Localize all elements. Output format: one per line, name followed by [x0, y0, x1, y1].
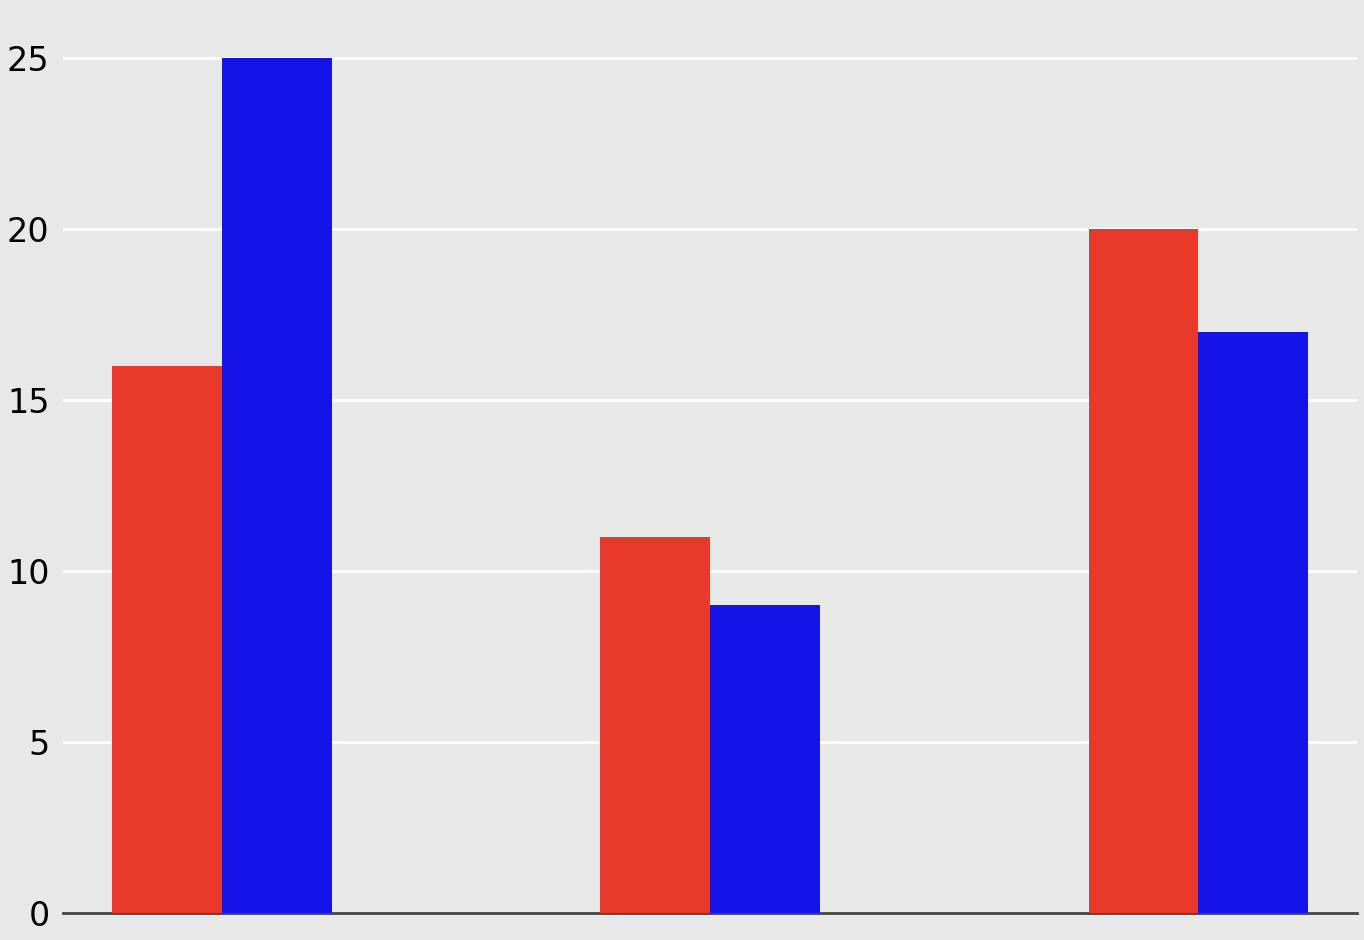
Bar	[711, 605, 820, 913]
Bar	[1199, 332, 1308, 913]
Bar	[600, 537, 711, 913]
Bar	[222, 58, 331, 913]
Bar	[1088, 229, 1199, 913]
Bar	[112, 366, 222, 913]
